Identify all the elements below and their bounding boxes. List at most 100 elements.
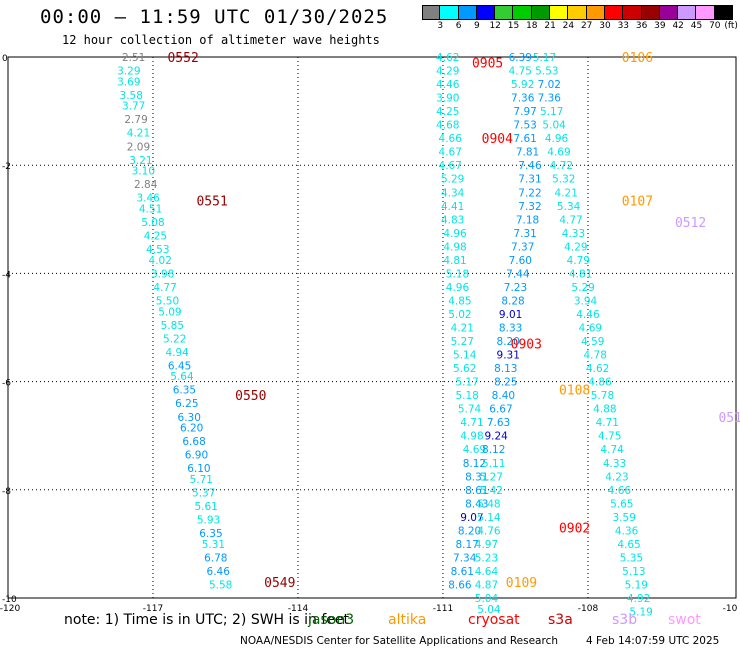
color-scale-cell xyxy=(422,5,441,20)
data-label-altika: 7.63 xyxy=(487,417,510,429)
track-label: 0512 xyxy=(675,216,706,231)
data-label-cryosat: 8.61 xyxy=(465,485,488,497)
data-label-cryosat: 8.43 xyxy=(465,498,488,510)
data-label-altika: 4.76 xyxy=(477,525,501,537)
data-label-s3b: 5.04 xyxy=(542,120,566,132)
track-label: 0108 xyxy=(559,384,590,399)
footer-timestamp: 4 Feb 14:07:59 UTC 2025 xyxy=(586,635,720,647)
data-label-s3a: 5.37 xyxy=(192,488,215,500)
data-label-altika: 7.18 xyxy=(516,214,539,226)
data-label-s3b: 4.46 xyxy=(576,309,600,321)
data-label-s3b: 4.59 xyxy=(581,336,604,348)
data-label-altika: 8.20 xyxy=(497,336,520,348)
color-scale-label: 27 xyxy=(580,21,593,31)
data-label-cryosat: 4.81 xyxy=(443,255,466,267)
color-scale-cell xyxy=(696,5,715,20)
x-tick-label: -117 xyxy=(143,604,163,614)
data-label-altika: 5.27 xyxy=(480,471,503,483)
data-label-s3b: 4.79 xyxy=(567,255,590,267)
color-scale-label: 42 xyxy=(672,21,684,31)
x-tick-label: -120 xyxy=(0,604,20,614)
data-label-cryosat: 4.96 xyxy=(446,282,470,294)
data-label-s3a: 6.46 xyxy=(207,566,231,578)
data-label-altika: 4.75 xyxy=(509,66,532,78)
data-label-altika: 4.97 xyxy=(475,539,498,551)
data-label-s3a: 6.35 xyxy=(173,385,196,397)
data-label-cryosat: 5.29 xyxy=(441,174,464,186)
chart-title: 00:00 – 11:59 UTC 01/30/2025 xyxy=(40,6,389,28)
x-tick-label: -114 xyxy=(288,604,309,614)
data-label-s3a: 6.68 xyxy=(182,436,205,448)
data-label-s3a: 5.50 xyxy=(156,295,179,307)
track-label: 0905 xyxy=(472,56,503,71)
data-label-cryosat: 4.29 xyxy=(436,66,459,78)
track-label: 0511 xyxy=(718,411,740,426)
color-scale-cell xyxy=(495,5,514,20)
data-label-altika: 7.97 xyxy=(513,106,536,118)
color-scale-label: 45 xyxy=(690,21,703,31)
data-label-cryosat: 8.31 xyxy=(465,471,488,483)
data-label-s3b: 5.19 xyxy=(625,579,648,591)
data-label-s3b: 4.29 xyxy=(564,241,587,253)
data-label-s3b: 4.33 xyxy=(562,228,585,240)
data-label-s3a: 5.09 xyxy=(158,306,181,318)
data-label-cryosat: 4.41 xyxy=(441,201,464,213)
data-label-altika: 8.40 xyxy=(492,390,515,402)
data-label-s3b: 4.86 xyxy=(588,377,612,389)
data-label-s3a: 6.45 xyxy=(168,360,191,372)
y-tick-label: -4 xyxy=(2,270,11,280)
data-label-s3a: 5.93 xyxy=(197,515,220,527)
data-label-s3a: 2.09 xyxy=(127,141,150,153)
data-label-s3a: 6.25 xyxy=(175,398,198,410)
color-scale-cell xyxy=(623,5,642,20)
data-label-s3b: 5.32 xyxy=(552,174,575,186)
chart-subtitle: 12 hour collection of altimeter wave hei… xyxy=(62,33,380,47)
data-label-cryosat: 4.34 xyxy=(441,187,465,199)
data-label-altika: 7.32 xyxy=(518,201,541,213)
data-label-cryosat: 8.61 xyxy=(451,566,474,578)
data-label-s3a: 4.94 xyxy=(165,347,189,359)
data-label-altika: 7.31 xyxy=(513,228,536,240)
data-label-s3b: 7.02 xyxy=(538,79,561,91)
y-tick-label: 0 xyxy=(2,54,8,64)
data-label-s3a: 2.79 xyxy=(124,114,147,126)
data-label-altika: 7.22 xyxy=(518,187,541,199)
data-label-s3a: 4.02 xyxy=(149,255,172,267)
data-label-s3a: 3.29 xyxy=(117,66,140,78)
data-label-altika: 7.36 xyxy=(511,93,535,105)
data-label-altika: 9.31 xyxy=(497,350,520,362)
color-scale-label: 18 xyxy=(526,21,538,31)
data-label-s3b: 4.77 xyxy=(559,214,582,226)
data-label-s3b: 4.96 xyxy=(545,133,569,145)
data-label-cryosat: 4.85 xyxy=(448,295,471,307)
color-scale-label: 39 xyxy=(654,21,666,31)
data-label-s3b: 4.21 xyxy=(555,187,578,199)
color-scale-label: 12 xyxy=(489,21,501,31)
data-label-cryosat: 4.67 xyxy=(439,160,462,172)
data-label-cryosat: 5.74 xyxy=(458,404,482,416)
data-label-altika: 4.64 xyxy=(475,566,499,578)
data-label-s3a: 6.35 xyxy=(199,528,222,540)
data-label-altika: 7.53 xyxy=(513,120,536,132)
data-label-cryosat: 4.66 xyxy=(439,133,463,145)
data-label-s3a: 5.71 xyxy=(190,474,213,486)
data-label-s3a: 4.25 xyxy=(144,231,167,243)
legend-entry-swot: swot xyxy=(668,612,701,628)
data-label-cryosat: 4.67 xyxy=(439,147,462,159)
data-label-cryosat: 3.90 xyxy=(436,93,459,105)
track-label: 0109 xyxy=(506,576,537,591)
color-scale-label: 24 xyxy=(562,21,575,31)
data-label-s3b: 5.17 xyxy=(533,52,556,64)
data-label-altika: 8.12 xyxy=(482,444,505,456)
color-scale-cell xyxy=(440,5,459,20)
data-label-s3b: 5.29 xyxy=(571,282,594,294)
data-label-cryosat: 4.98 xyxy=(443,241,466,253)
data-label-s3b: 5.19 xyxy=(629,607,652,619)
color-scale-labels: 3 6 9 12 15 18 21 24 27 30 33 36 39 42 45 70 (ft) xyxy=(422,21,740,33)
data-label-s3a: 4.51 xyxy=(139,203,162,215)
y-tick-label: -8 xyxy=(2,487,11,497)
satellite-legend: jason3 altika cryosat s3a s3b swot xyxy=(0,612,740,632)
color-scale-label: 9 xyxy=(474,21,480,31)
data-label-s3a: 5.64 xyxy=(170,371,194,383)
